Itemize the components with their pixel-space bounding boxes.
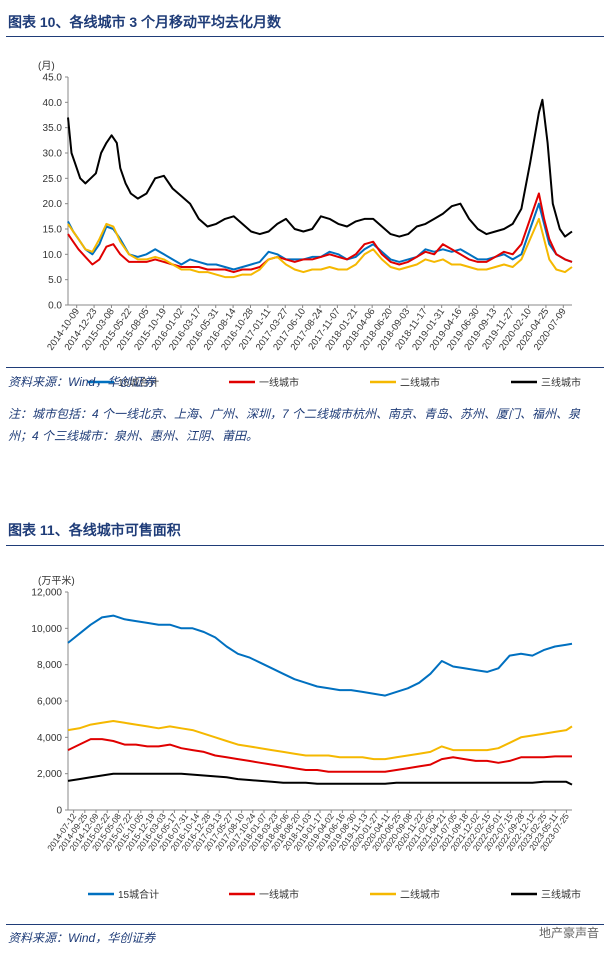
- chart1-plot: (月) 0.0 5.0 10.0 15.0 20.0 25.0 30.0 35.0 40.0 45.…: [38, 60, 581, 389]
- chart2-bottom-rule: [6, 924, 604, 925]
- unit-label: (万平米): [38, 574, 75, 587]
- series-line: [67, 738, 572, 773]
- chart1-source: 资料来源：Wind，华创证券: [8, 375, 156, 389]
- y-tick-label: 30.0: [43, 149, 63, 160]
- watermark: 地产豪声音: [538, 926, 599, 940]
- y-tick-label: 0.0: [48, 301, 62, 312]
- y-tick-label: 0: [56, 806, 62, 817]
- y-tick-label: 4,000: [37, 733, 62, 744]
- chart1-title-rule: [6, 36, 604, 37]
- y-tick-label: 45.0: [43, 73, 63, 84]
- y-tick-label: 25.0: [43, 174, 63, 185]
- y-tick-label: 6,000: [37, 697, 62, 708]
- y-tick-label: 10.0: [43, 250, 63, 261]
- legend-label: 一线城市: [259, 376, 299, 389]
- series-line: [67, 772, 573, 786]
- legend-label: 一线城市: [259, 888, 299, 901]
- legend-label: 三线城市: [541, 376, 581, 389]
- chart2-title: 图表 11、各线城市可售面积: [8, 522, 181, 538]
- series-line: [67, 98, 573, 238]
- legend-label: 二线城市: [400, 376, 440, 389]
- chart2-plot: (万平米)02,0004,0006,0008,00010,00012,00020…: [31, 574, 581, 901]
- y-tick-label: 12,000: [31, 588, 62, 599]
- chart1-title: 图表 10、各线城市 3 个月移动平均去化月数: [8, 14, 282, 30]
- y-tick-label: 15.0: [43, 225, 63, 236]
- chart1-bottom-rule: [6, 367, 604, 368]
- y-tick-label: 35.0: [43, 123, 63, 134]
- unit-label: (月): [38, 60, 55, 72]
- legend-label: 15城合计: [118, 376, 159, 389]
- y-tick-label: 5.0: [48, 275, 62, 286]
- series-line: [67, 614, 573, 697]
- legend-label: 15城合计: [118, 888, 159, 901]
- legend-label: 二线城市: [400, 888, 440, 901]
- y-tick-label: 20.0: [43, 199, 63, 210]
- legend-label: 三线城市: [541, 888, 581, 901]
- chart2-title-rule: [6, 545, 604, 546]
- series-line: [67, 217, 573, 279]
- y-tick-label: 40.0: [43, 98, 63, 109]
- chart1-note: 注：城市包括：4 个一线北京、上海、广州、深圳，7 个二线城市杭州、南京、青岛、…: [8, 407, 581, 443]
- chart2-source: 资料来源：Wind，华创证券: [8, 931, 156, 945]
- y-tick-label: 10,000: [31, 624, 62, 635]
- series-line: [67, 720, 573, 761]
- series-line: [67, 192, 573, 274]
- y-tick-label: 2,000: [37, 769, 62, 780]
- y-tick-label: 8,000: [37, 660, 62, 671]
